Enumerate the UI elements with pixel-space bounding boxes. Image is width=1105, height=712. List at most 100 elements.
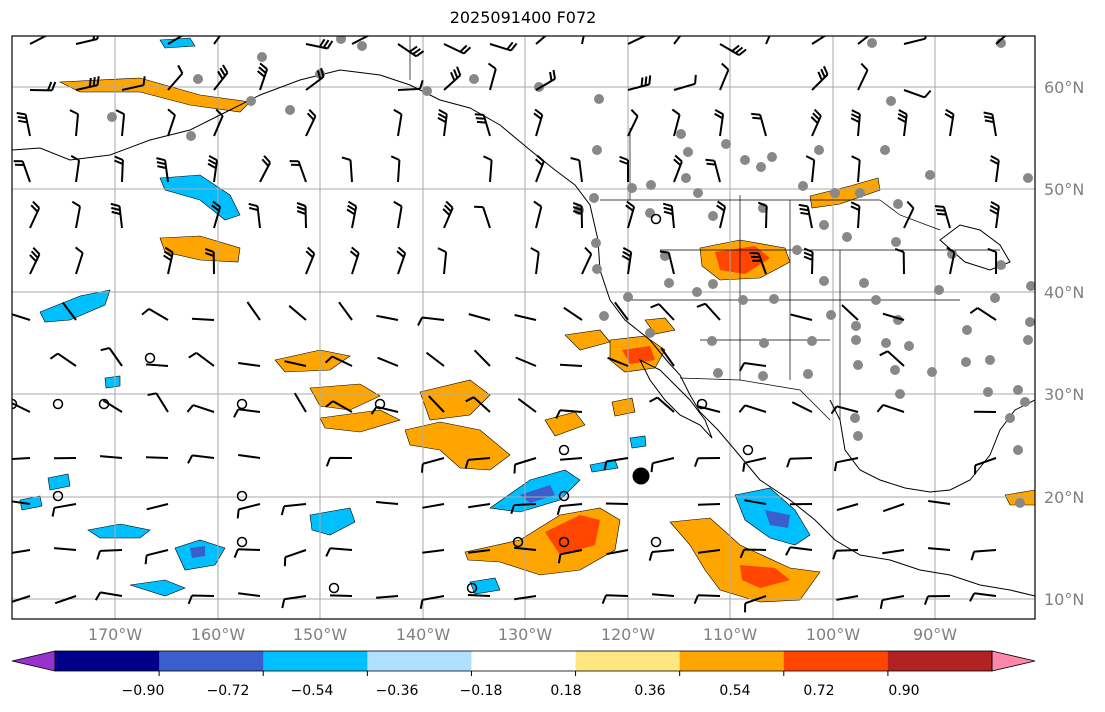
negative-anomaly-region: [104, 375, 121, 389]
wind-barb: [396, 246, 407, 275]
wind-barb: [850, 201, 861, 229]
wind-barb: [233, 408, 261, 418]
wind-barb: [515, 356, 537, 367]
wind-barb: [514, 546, 537, 551]
wind-barb: [259, 155, 271, 183]
wind-barb: [156, 157, 169, 183]
wind-barb: [903, 200, 915, 229]
lon-label-100w: 100°W: [805, 625, 861, 644]
wind-barb: [607, 356, 629, 367]
wind-barb: [443, 43, 472, 55]
wind-barb: [12, 402, 31, 413]
wind-barb: [879, 350, 905, 367]
wind-barb: [305, 67, 325, 91]
wind-barb: [146, 363, 169, 367]
wind-barb: [293, 392, 307, 413]
wind-barb: [514, 314, 537, 321]
colorbar-tick-label: −0.72: [206, 683, 250, 699]
wind-barb: [376, 501, 399, 505]
wind-barb: [648, 549, 675, 561]
wind-barb: [49, 352, 77, 367]
wind-barb: [897, 109, 908, 137]
colorbar-segment: [575, 651, 681, 671]
wind-barb: [465, 396, 491, 413]
colorbar-max-extend: [991, 650, 1036, 672]
wind-barb: [437, 109, 448, 137]
wind-barb: [650, 457, 675, 473]
wind-barb: [841, 304, 859, 321]
wind-barb: [289, 160, 307, 183]
strong-negative-anomaly: [190, 546, 205, 558]
wind-barb: [744, 499, 767, 505]
wind-barb: [719, 43, 747, 56]
wind-barb: [989, 155, 1000, 183]
wind-barb: [351, 36, 370, 45]
wind-barb: [749, 252, 767, 275]
wind-barb: [530, 247, 540, 275]
wind-barb: [100, 347, 123, 367]
colorbar-segment: [263, 651, 368, 671]
lat-label-30n: 30°N: [1044, 385, 1085, 404]
wind-barb: [833, 457, 859, 472]
wind-barb: [662, 202, 675, 229]
wind-barb: [442, 200, 454, 229]
wind-barb: [970, 549, 997, 561]
wind-barb: [810, 108, 822, 137]
wind-barb: [246, 301, 261, 321]
wind-barb: [487, 62, 497, 91]
wind-barb: [625, 200, 636, 229]
wind-barb: [167, 108, 176, 137]
wind-barb: [581, 246, 593, 275]
wind-barb: [811, 65, 829, 91]
colorbar-segment: [55, 651, 160, 671]
wind-barb: [12, 500, 31, 505]
wind-barb: [705, 158, 721, 183]
wind-barb: [338, 301, 353, 321]
wind-barbs: [12, 36, 1007, 613]
lon-label-140w: 140°W: [395, 625, 451, 644]
wind-barb: [305, 109, 317, 137]
positive-anomaly-region: [419, 379, 491, 421]
wind-barb: [284, 360, 307, 367]
wind-barb: [876, 403, 905, 413]
negative-anomaly-region: [629, 435, 647, 449]
wind-barb: [698, 405, 721, 413]
wind-barb: [417, 316, 445, 326]
wind-barb: [513, 457, 537, 474]
wind-barb: [621, 247, 633, 275]
wind-barb: [693, 457, 721, 468]
wind-barb: [857, 62, 869, 91]
wind-barb: [879, 595, 905, 609]
colorbar-tick-label: −0.54: [290, 683, 334, 699]
negative-anomaly-region: [469, 577, 501, 595]
wind-barb: [256, 62, 269, 91]
wind-barb: [983, 111, 997, 137]
wind-barb: [969, 307, 997, 321]
wind-barb: [393, 108, 403, 137]
wind-barb: [697, 503, 721, 506]
wind-barb: [144, 549, 169, 565]
wind-barb: [305, 38, 334, 50]
wind-barb: [559, 363, 583, 367]
wind-barb: [894, 247, 905, 275]
wind-barb: [570, 157, 583, 183]
wind-barb: [744, 595, 767, 613]
map-background: [12, 36, 1035, 619]
wind-barb: [376, 314, 399, 321]
wind-barb: [51, 503, 77, 517]
wind-barb: [54, 547, 77, 551]
colorbar-min-extend: [11, 650, 56, 672]
wind-barb: [233, 548, 261, 558]
wind-barb: [535, 36, 547, 45]
wind-barb: [61, 301, 77, 321]
colorbar-segment: [887, 651, 993, 671]
wind-barb: [167, 64, 184, 91]
wind-barb: [238, 362, 261, 367]
storm-center-marker: [632, 467, 650, 485]
wind-barb: [928, 547, 951, 551]
wind-barb: [69, 109, 79, 137]
wind-barb: [830, 405, 859, 415]
wind-barb: [54, 595, 77, 605]
colorbar-tick-label: 0.36: [634, 683, 666, 699]
